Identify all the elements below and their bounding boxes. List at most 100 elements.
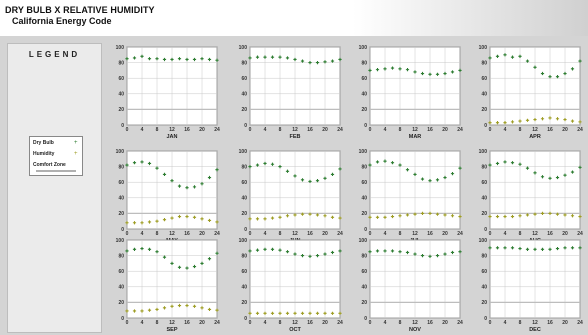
y-tick-label: 100 bbox=[239, 149, 248, 155]
humidity-point bbox=[207, 307, 212, 312]
x-tick-label: 16 bbox=[427, 127, 433, 133]
x-tick-label: 16 bbox=[184, 320, 190, 326]
x-tick-label: 20 bbox=[442, 320, 448, 326]
x-tick-label: 20 bbox=[442, 127, 448, 133]
dry-bulb-point bbox=[428, 72, 432, 76]
legend-panel: LEGEND Dry Bulb + Humidity + Comfort Zon… bbox=[7, 43, 102, 333]
y-tick-label: 80 bbox=[118, 60, 124, 66]
dry-bulb-point bbox=[570, 170, 575, 174]
dry-bulb-point bbox=[170, 57, 174, 62]
x-tick-label: 0 bbox=[249, 127, 252, 133]
y-tick-label: 60 bbox=[241, 269, 247, 275]
y-tick-label: 40 bbox=[481, 285, 487, 291]
x-tick-label: 12 bbox=[532, 320, 538, 326]
x-tick-label: 4 bbox=[504, 127, 507, 133]
x-tick-label: 20 bbox=[199, 231, 205, 237]
y-tick-label: 60 bbox=[361, 269, 367, 275]
dry-bulb-point bbox=[510, 246, 515, 250]
x-tick-label: 12 bbox=[412, 231, 418, 237]
dry-bulb-point bbox=[420, 71, 425, 76]
y-tick-label: 80 bbox=[118, 253, 124, 259]
humidity-point bbox=[555, 212, 560, 216]
legend-dry-bulb-symbol: + bbox=[74, 140, 78, 146]
x-tick-label: 4 bbox=[384, 127, 387, 133]
dry-bulb-point bbox=[140, 54, 144, 58]
dry-bulb-point bbox=[570, 67, 575, 71]
humidity-point bbox=[285, 214, 290, 218]
x-tick-label: 16 bbox=[307, 127, 313, 133]
humidity-point bbox=[293, 213, 297, 217]
humidity-point bbox=[548, 211, 552, 215]
y-tick-label: 40 bbox=[241, 196, 247, 202]
humidity-point bbox=[495, 121, 500, 125]
y-tick-label: 80 bbox=[361, 164, 367, 170]
dry-bulb-point bbox=[263, 247, 267, 251]
dry-bulb-point bbox=[248, 56, 252, 60]
y-tick-label: 20 bbox=[241, 300, 247, 306]
legend-comfort-swatch bbox=[36, 170, 76, 172]
dry-bulb-point bbox=[147, 57, 152, 61]
x-tick-label: 12 bbox=[292, 320, 298, 326]
dry-bulb-point bbox=[315, 179, 320, 183]
header-subtitle: California Energy Code bbox=[12, 16, 112, 26]
dry-bulb-point bbox=[215, 168, 219, 172]
dry-bulb-point bbox=[207, 257, 212, 261]
humidity-point bbox=[215, 308, 219, 312]
humidity-point bbox=[155, 307, 159, 312]
humidity-point bbox=[192, 304, 197, 308]
dry-bulb-point bbox=[390, 161, 395, 165]
y-tick-label: 20 bbox=[118, 300, 124, 306]
dry-bulb-point bbox=[428, 179, 432, 183]
dry-bulb-point bbox=[428, 254, 432, 258]
x-tick-label: 12 bbox=[292, 231, 298, 237]
y-tick-label: 0 bbox=[244, 123, 247, 129]
dry-bulb-point bbox=[192, 57, 197, 62]
dry-bulb-point bbox=[185, 266, 189, 270]
dry-bulb-point bbox=[315, 61, 320, 65]
dry-bulb-point bbox=[330, 172, 335, 176]
humidity-point bbox=[308, 212, 312, 216]
y-tick-label: 60 bbox=[481, 269, 487, 275]
humidity-point bbox=[458, 214, 462, 219]
x-tick-label: 16 bbox=[184, 231, 190, 237]
dry-bulb-point bbox=[495, 161, 500, 166]
dry-bulb-point bbox=[413, 252, 417, 256]
humidity-point bbox=[270, 311, 275, 315]
dry-bulb-point bbox=[185, 186, 189, 190]
x-tick-label: 12 bbox=[532, 127, 538, 133]
x-tick-label: 16 bbox=[307, 231, 313, 237]
x-tick-label: 0 bbox=[489, 127, 492, 133]
dry-bulb-point bbox=[420, 177, 425, 181]
dry-bulb-point bbox=[390, 66, 395, 70]
y-tick-label: 100 bbox=[479, 149, 488, 155]
dry-bulb-point bbox=[192, 264, 197, 269]
humidity-point bbox=[563, 117, 567, 122]
dry-bulb-point bbox=[510, 55, 515, 59]
humidity-point bbox=[155, 219, 159, 223]
month-label: NOV bbox=[409, 327, 421, 333]
humidity-point bbox=[405, 213, 410, 217]
dry-bulb-point bbox=[533, 65, 537, 69]
dry-bulb-point bbox=[323, 176, 327, 180]
humidity-point bbox=[177, 303, 182, 308]
y-tick-label: 40 bbox=[118, 285, 124, 291]
humidity-point bbox=[518, 119, 522, 123]
dry-bulb-point bbox=[248, 165, 252, 169]
humidity-point bbox=[278, 215, 282, 219]
dry-bulb-point bbox=[495, 246, 500, 250]
x-tick-label: 8 bbox=[519, 320, 522, 326]
y-tick-label: 60 bbox=[481, 76, 487, 82]
dry-bulb-point bbox=[270, 247, 275, 251]
humidity-point bbox=[428, 211, 432, 215]
humidity-point bbox=[147, 220, 152, 224]
x-tick-label: 8 bbox=[279, 231, 282, 237]
dry-bulb-point bbox=[488, 163, 492, 167]
humidity-point bbox=[263, 311, 267, 315]
y-tick-label: 100 bbox=[116, 238, 125, 244]
dry-bulb-point bbox=[177, 57, 182, 61]
x-tick-label: 8 bbox=[279, 127, 282, 133]
x-tick-label: 4 bbox=[264, 320, 267, 326]
x-tick-label: 24 bbox=[577, 127, 583, 133]
chart-jun: 02040608010004812162024JUN bbox=[239, 149, 343, 244]
humidity-point bbox=[503, 121, 507, 125]
